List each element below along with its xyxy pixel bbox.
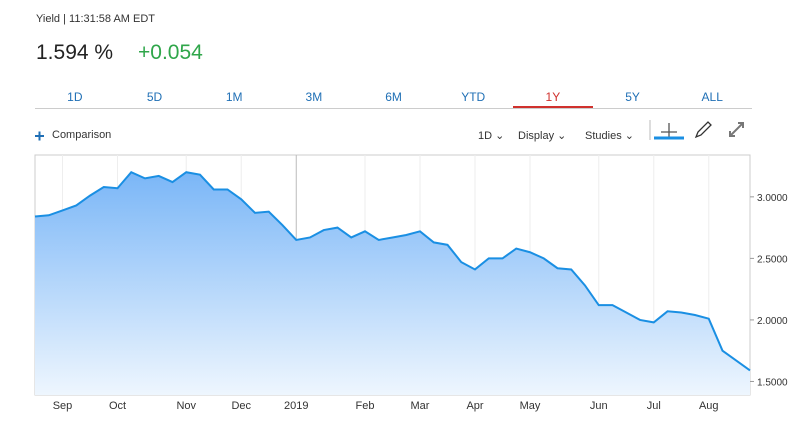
range-tabs: 1D 5D 1M 3M 6M YTD 1Y 5Y ALL	[35, 88, 752, 109]
x-tick-label: Jul	[647, 400, 661, 412]
quote-change: +0.054	[138, 41, 203, 64]
x-tick-label: Aug	[699, 400, 719, 412]
range-tab[interactable]: 1Y	[513, 88, 593, 108]
expand-tool[interactable]	[729, 122, 744, 137]
display-text: Display	[518, 130, 555, 142]
range-tab[interactable]: 3M	[305, 90, 323, 104]
range-tab[interactable]: ALL	[701, 90, 723, 104]
quote-label: Yield | 11:31:58 AM EDT	[36, 13, 156, 25]
range-tab[interactable]: 1D	[67, 90, 83, 104]
studies-text: Studies	[585, 130, 622, 142]
range-tab[interactable]: 5D	[146, 90, 163, 104]
y-tick-label: 1.5000	[757, 377, 788, 388]
y-tick-label: 2.0000	[757, 316, 788, 327]
range-tab[interactable]: YTD	[461, 90, 486, 104]
plus-icon[interactable]	[34, 129, 46, 143]
range-tab[interactable]: 5Y	[625, 90, 640, 104]
line	[34, 171, 751, 372]
x-tick-label: Sep	[53, 400, 73, 412]
area-fill	[35, 172, 750, 395]
x-tick-label: 2019	[284, 400, 308, 412]
x-tick-label: Oct	[109, 400, 126, 412]
studies-button[interactable]: Studies ⌄	[585, 130, 634, 142]
x-tick-label: Mar	[411, 400, 430, 412]
range-tab[interactable]: 6M	[385, 90, 402, 104]
quote-price: 1.594 %	[36, 41, 114, 64]
display-button[interactable]: Display ⌄	[518, 130, 567, 142]
x-tick-label: Feb	[356, 400, 375, 412]
range-tab[interactable]: 1M	[225, 90, 243, 104]
x-tick-label: May	[520, 400, 541, 412]
comparison-button[interactable]: Comparison	[52, 129, 112, 141]
x-tick-label: Apr	[466, 400, 483, 412]
interval-text: 1D	[478, 130, 493, 142]
y-tick-label: 2.5000	[757, 254, 788, 265]
draw-tool[interactable]	[694, 121, 712, 139]
y-tick-label: 3.0000	[757, 193, 788, 204]
x-tick-label: Jun	[590, 400, 608, 412]
x-tick-label: Nov	[176, 400, 196, 412]
tool-icons	[649, 120, 744, 140]
x-tick-label: Dec	[231, 400, 251, 412]
interval-button[interactable]: 1D ⌄	[478, 130, 505, 142]
crosshair-tool[interactable]	[654, 123, 684, 140]
